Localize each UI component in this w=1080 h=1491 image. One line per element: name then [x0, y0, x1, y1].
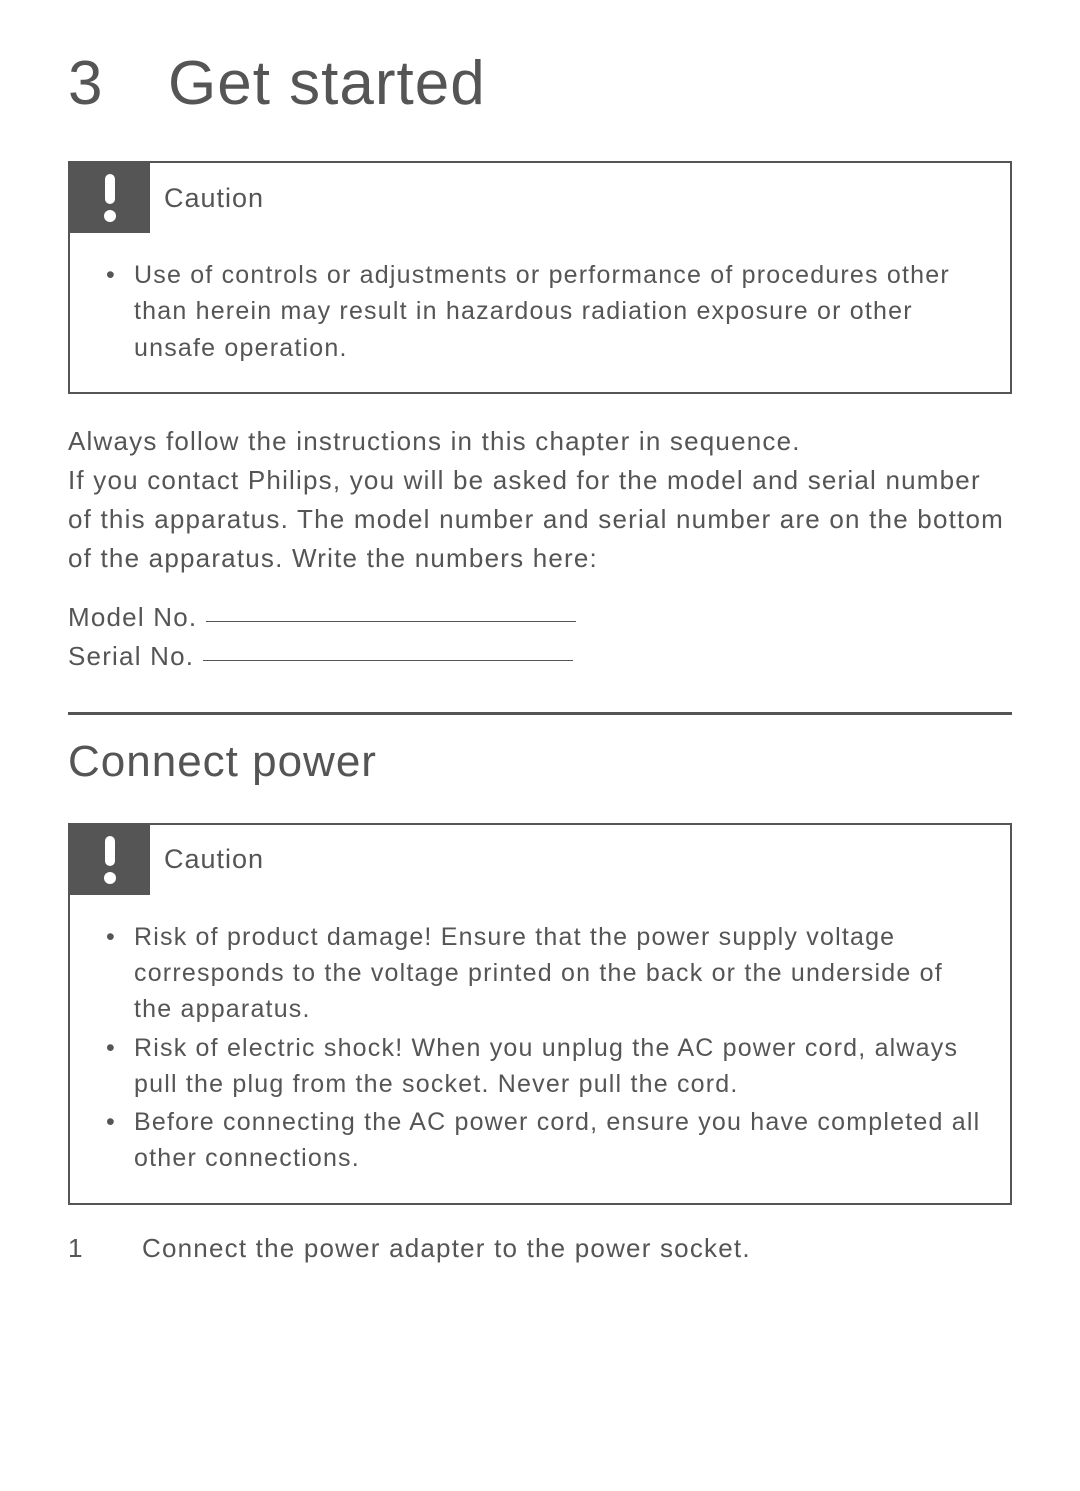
step-list: 1 Connect the power adapter to the power… — [68, 1233, 1012, 1264]
section-heading: Connect power — [68, 737, 1012, 787]
model-underline — [206, 621, 576, 622]
caution-header: Caution — [70, 825, 1010, 895]
caution-item: Use of controls or adjustments or perfor… — [94, 257, 982, 366]
caution-icon — [70, 163, 150, 233]
caution-item: Before connecting the AC power cord, ens… — [94, 1104, 982, 1177]
intro-paragraph: Always follow the instructions in this c… — [68, 422, 1012, 578]
exclamation-icon — [98, 172, 122, 224]
chapter-number: 3 — [68, 48, 168, 119]
model-number-field: Model No. — [68, 598, 1012, 637]
serial-label: Serial No. — [68, 641, 194, 671]
model-label: Model No. — [68, 602, 197, 632]
chapter-title: Get started — [168, 49, 486, 118]
step-item: 1 Connect the power adapter to the power… — [68, 1233, 1012, 1264]
caution-item: Risk of electric shock! When you unplug … — [94, 1030, 982, 1103]
exclamation-icon — [98, 834, 122, 886]
caution-body: Use of controls or adjustments or perfor… — [70, 233, 1010, 392]
serial-underline — [203, 660, 573, 661]
caution-box-1: Caution Use of controls or adjustments o… — [68, 161, 1012, 394]
section-divider — [68, 712, 1012, 715]
caution-icon — [70, 825, 150, 895]
chapter-heading: 3Get started — [68, 48, 1012, 119]
caution-item: Risk of product damage! Ensure that the … — [94, 919, 982, 1028]
caution-body: Risk of product damage! Ensure that the … — [70, 895, 1010, 1203]
step-number: 1 — [68, 1233, 142, 1264]
caution-label: Caution — [164, 183, 264, 214]
caution-label: Caution — [164, 844, 264, 875]
caution-box-2: Caution Risk of product damage! Ensure t… — [68, 823, 1012, 1205]
step-text: Connect the power adapter to the power s… — [142, 1233, 751, 1264]
serial-number-field: Serial No. — [68, 637, 1012, 676]
caution-header: Caution — [70, 163, 1010, 233]
